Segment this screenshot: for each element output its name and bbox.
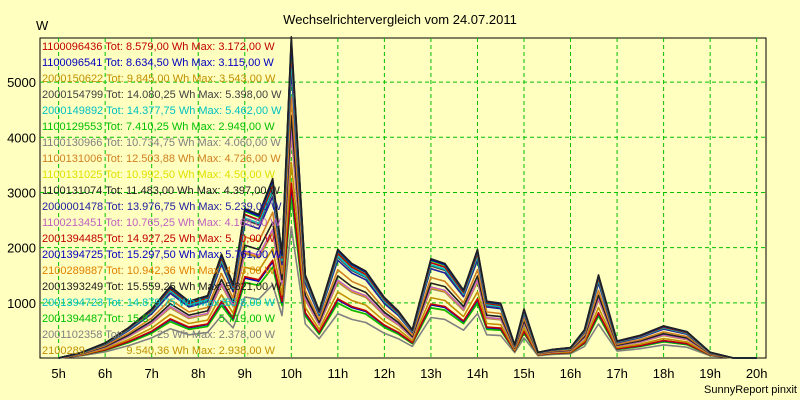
footer-credit: SunnyReport pinxit bbox=[704, 384, 797, 396]
y-tick-label: 3000 bbox=[7, 185, 36, 200]
legend-entry: 2000154799 Tot: 14.080,25 Wh Max: 5.398,… bbox=[42, 89, 282, 101]
x-tick-label: 5h bbox=[51, 366, 65, 381]
legend-entry: 2100289 bbox=[42, 345, 85, 357]
x-tick-label: 20h bbox=[746, 366, 768, 381]
y-tick-label: 1000 bbox=[7, 296, 36, 311]
y-axis-ticks: 1000 2000 3000 4000 5000 bbox=[7, 75, 36, 311]
x-tick-label: 18h bbox=[653, 366, 675, 381]
legend-entry: 2001393249 Tot: 15.559,25 Wh Max: 5.821,… bbox=[42, 281, 282, 293]
legend-entry-tail: 3,00 W bbox=[240, 265, 275, 277]
legend-entry: 2001394485 Tot: 14.927,25 Wh Max: 5. bbox=[42, 233, 234, 245]
chart-title: Wechselrichtervergleich vom 24.07.2011 bbox=[283, 12, 517, 27]
x-tick-label: 7h bbox=[144, 366, 158, 381]
x-axis-ticks: 5h 6h 7h 8h 9h 10h 11h 12h 13h 14h 15h 16h 17h 18h 19h… bbox=[51, 366, 767, 381]
legend-entry: 2000001478 Tot: 13.976,75 Wh Max: 5.239,… bbox=[42, 201, 282, 213]
series-line bbox=[58, 114, 757, 359]
series-line bbox=[58, 35, 757, 359]
x-tick-label: 15h bbox=[513, 366, 535, 381]
legend-entry: 1100096541 Tot: 8.634,50 Wh Max: 3.115,0… bbox=[42, 57, 274, 69]
legend-entry: 1100096436 Tot: 8.579,00 Wh Max: 3.172,0… bbox=[42, 41, 275, 53]
x-tick-label: 10h bbox=[280, 366, 302, 381]
legend-entry: 1100213451 Tot: 10.765,25 Wh Max: 4.168,… bbox=[42, 217, 281, 229]
legend: 1100096436 Tot: 8.579,00 Wh Max: 3.172,0… bbox=[42, 41, 282, 357]
plot-area bbox=[39, 37, 767, 359]
y-tick-label: 5000 bbox=[7, 75, 36, 90]
x-tick-label: 14h bbox=[467, 366, 489, 381]
series-line bbox=[58, 161, 757, 359]
legend-entry-tail: 50,00 W bbox=[234, 169, 276, 181]
series-line bbox=[58, 182, 757, 359]
legend-entry: 2001102358 Tot: bbox=[42, 329, 123, 341]
x-tick-label: 9h bbox=[238, 366, 252, 381]
legend-entry: 1100131074 Tot: 11.483,00 Wh Max: 4.397,… bbox=[42, 185, 281, 197]
x-tick-label: 17h bbox=[606, 366, 628, 381]
legend-entry-tail: 9.540,36 Wh Max: 2.938,00 W bbox=[126, 345, 275, 357]
x-tick-label: 16h bbox=[560, 366, 582, 381]
x-tick-label: 8h bbox=[191, 366, 205, 381]
series-line bbox=[58, 226, 757, 359]
x-tick-label: 11h bbox=[327, 366, 348, 381]
series-line bbox=[58, 96, 757, 359]
legend-entry: 1100131006 Tot: 12.503,88 Wh Max: 4.726,… bbox=[42, 153, 281, 165]
legend-entry: 1100130966 Tot: 10.734,75 Wh Max: 4.060,… bbox=[42, 137, 281, 149]
legend-entry: 2100289887 Tot: 10.942,36 Wh Max: 4. bbox=[42, 265, 234, 277]
series-line bbox=[58, 127, 757, 359]
legend-entry-tail: 5.5 8,00 W bbox=[222, 297, 276, 309]
legend-entry: 2001394725 Tot: 15.297,50 Wh Max: 5.761,… bbox=[42, 249, 282, 261]
y-tick-label: 2000 bbox=[7, 241, 36, 256]
x-tick-label: 6h bbox=[98, 366, 112, 381]
legend-entry: 2001394723 Tot: 14.879,75 Wh Max: 5. bbox=[42, 297, 234, 309]
series-line bbox=[58, 194, 757, 359]
legend-entry: 2000150622 Tot: 9.845,00 Wh Max: 3.543,0… bbox=[42, 73, 276, 85]
legend-entry-tail: 5.719,00 W bbox=[219, 313, 276, 325]
x-tick-label: 13h bbox=[420, 366, 442, 381]
x-tick-label: 19h bbox=[699, 366, 721, 381]
legend-entry-tail: 25 Wh Max: 2.378,00 W bbox=[157, 329, 276, 341]
y-tick-label: 4000 bbox=[7, 130, 36, 145]
series-lines bbox=[58, 35, 757, 359]
legend-entry: 1100131025 Tot: 10.992,50 Wh Max: 4. bbox=[42, 169, 234, 181]
x-tick-label: 12h bbox=[374, 366, 396, 381]
y-axis-unit: W bbox=[36, 18, 49, 33]
legend-entry: 2001394487 Tot: 15.8 bbox=[42, 313, 148, 325]
legend-entry: 1100129553 Tot: 7.410,25 Wh Max: 2.949,0… bbox=[42, 121, 275, 133]
legend-entry: 2000149892 Tot: 14.377,75 Wh Max: 5.462,… bbox=[42, 105, 282, 117]
legend-entry-tail: 0,00 W bbox=[240, 233, 275, 245]
